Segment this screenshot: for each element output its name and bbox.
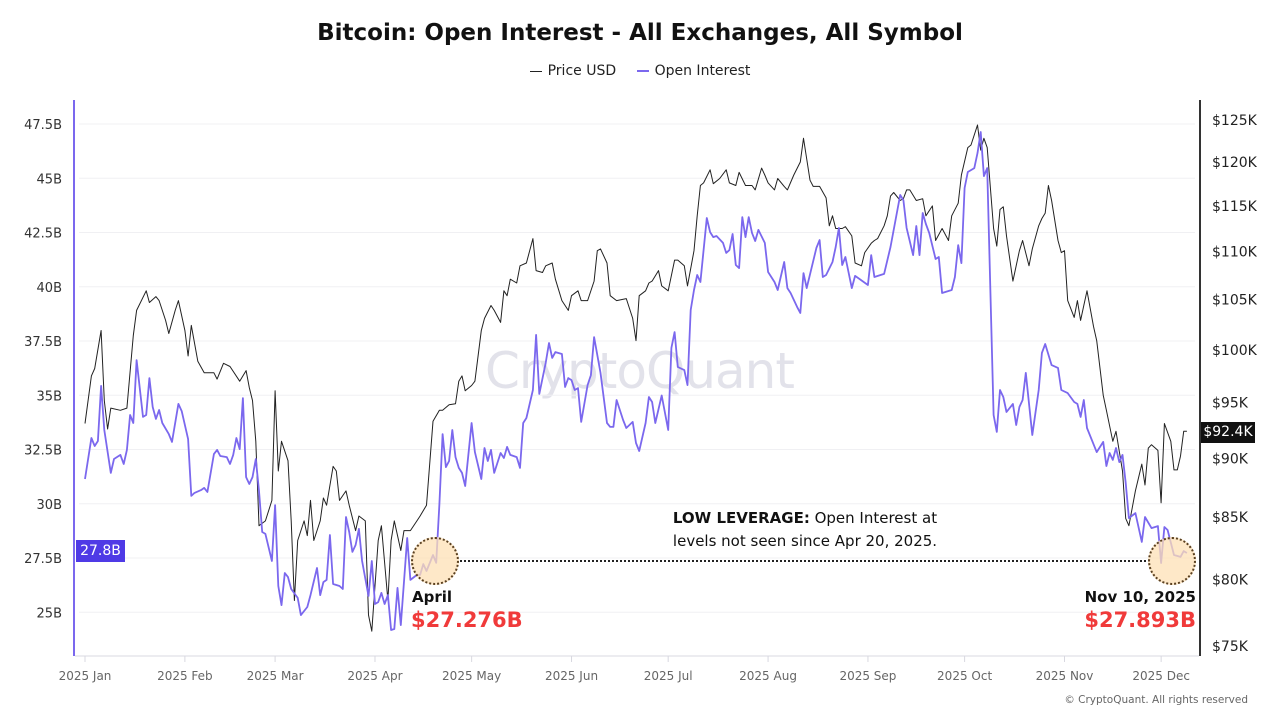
price-current-tag: $92.4K — [1201, 422, 1255, 443]
y-right-tick-label: $105K — [1212, 293, 1258, 309]
x-tick-label: 2025 Feb — [157, 669, 213, 683]
y-right-tick-label: $75K — [1212, 639, 1249, 655]
x-tick-label: 2025 Jan — [59, 669, 112, 683]
series-layer — [84, 124, 1188, 632]
axes: 25B 27.5B 30B 32.5B 35B 37.5B 40B 42.5B 45B 47.5B… — [24, 100, 1258, 683]
x-tick-label: 2025 Mar — [247, 669, 304, 683]
april-value: $27.276B — [411, 608, 523, 632]
y-right-tick-label: $120K — [1212, 155, 1258, 171]
legend-label-open-interest: Open Interest — [654, 63, 751, 79]
x-tick-label: 2025 Aug — [739, 669, 797, 683]
annotation-note: LOW LEVERAGE: Open Interest at levels no… — [655, 507, 955, 553]
support-level-line — [460, 560, 1150, 562]
y-right-tick-label: $85K — [1212, 510, 1249, 526]
x-tick-label: 2025 Sep — [839, 669, 896, 683]
open-interest-current-tag: 27.8B — [76, 540, 125, 562]
annotation-note-text: Open Interest at levels not seen since A… — [672, 509, 938, 550]
x-tick-label: 2025 May — [442, 669, 501, 683]
nov-value: $27.893B — [1084, 608, 1196, 632]
april-label: April — [412, 588, 453, 606]
copyright: © CryptoQuant. All rights reserved — [1064, 694, 1248, 706]
legend-line-icon — [529, 70, 542, 72]
y-right-tick-label: $125K — [1212, 113, 1258, 129]
grid — [79, 123, 1195, 613]
y-left-tick-label: 37.5B — [24, 335, 62, 350]
legend-line-icon — [636, 70, 649, 72]
x-tick-label: 2025 Oct — [937, 669, 992, 683]
x-tick-label: 2025 Dec — [1132, 669, 1190, 683]
y-left-tick-label: 47.5B — [24, 118, 62, 133]
y-right-tick-label: $95K — [1212, 396, 1249, 412]
y-right-tick-label: $110K — [1212, 245, 1258, 261]
y-left-tick-label: 27.5B — [24, 552, 62, 567]
nov-highlight-circle — [1148, 537, 1196, 585]
y-left-tick-label: 25B — [37, 606, 62, 621]
april-highlight-circle — [411, 537, 459, 585]
y-right-tick-label: $80K — [1212, 573, 1249, 589]
legend-item-price[interactable]: Price USD — [529, 63, 617, 79]
y-right-tick-label: $90K — [1212, 451, 1249, 467]
legend-label-price: Price USD — [547, 63, 617, 79]
chart-title: Bitcoin: Open Interest - All Exchanges, … — [317, 20, 963, 46]
x-tick-label: 2025 Jul — [644, 669, 693, 683]
price-line — [84, 124, 1187, 632]
annotation-note-bold: LOW LEVERAGE: — [672, 509, 810, 527]
open-interest-line — [84, 131, 1188, 631]
y-right-tick-label: $115K — [1212, 199, 1258, 215]
nov-label: Nov 10, 2025 — [1084, 588, 1196, 606]
legend-item-open-interest[interactable]: Open Interest — [636, 63, 751, 79]
x-tick-label: 2025 Jun — [545, 669, 598, 683]
y-left-tick-label: 32.5B — [24, 444, 62, 459]
x-tick-label: 2025 Apr — [347, 669, 402, 683]
y-left-tick-label: 40B — [37, 281, 62, 296]
legend: Price USD Open Interest — [0, 63, 1280, 79]
x-tick-label: 2025 Nov — [1036, 669, 1094, 683]
y-left-tick-label: 42.5B — [24, 227, 62, 242]
y-left-tick-label: 35B — [37, 389, 62, 404]
y-right-tick-label: $100K — [1212, 343, 1258, 359]
y-left-tick-label: 30B — [37, 498, 62, 513]
y-left-tick-label: 45B — [37, 172, 62, 187]
